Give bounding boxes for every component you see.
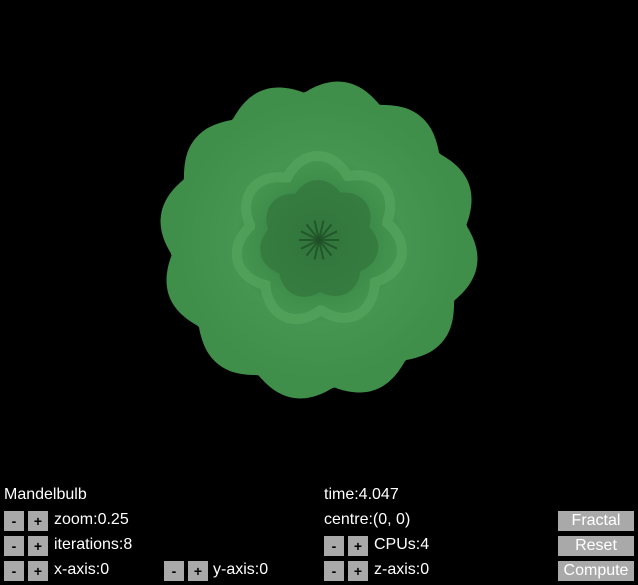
- zoom-increase-button[interactable]: +: [28, 511, 48, 531]
- iterations-readout: iterations:8: [54, 536, 132, 554]
- zoom-decrease-button[interactable]: -: [4, 511, 24, 531]
- z-axis-decrease-button[interactable]: -: [324, 561, 344, 581]
- centre-readout: centre:(0, 0): [324, 511, 410, 529]
- y-axis-increase-button[interactable]: +: [188, 561, 208, 581]
- iterations-decrease-button[interactable]: -: [4, 536, 24, 556]
- iterations-label: iterations:: [54, 536, 124, 553]
- centre-label: centre:: [324, 511, 373, 528]
- fractal-button[interactable]: Fractal: [558, 511, 634, 531]
- x-axis-label: x-axis:: [54, 561, 101, 578]
- y-axis-decrease-button[interactable]: -: [164, 561, 184, 581]
- y-axis-label: y-axis:: [213, 561, 260, 578]
- cpus-label: CPUs:: [374, 536, 421, 553]
- mandelbulb-render: [160, 81, 478, 399]
- time-value: 4.047: [358, 486, 399, 503]
- cpus-increase-button[interactable]: +: [348, 536, 368, 556]
- zoom-value: 0.25: [97, 511, 129, 528]
- fractal-canvas[interactable]: [0, 0, 638, 480]
- compute-button[interactable]: Compute: [558, 561, 634, 581]
- z-axis-increase-button[interactable]: +: [348, 561, 368, 581]
- centre-value: (0, 0): [372, 511, 411, 528]
- y-axis-value: 0: [259, 561, 269, 578]
- y-axis-readout: y-axis:0: [213, 561, 268, 579]
- bulb-star-ray: [305, 223, 333, 257]
- x-axis-decrease-button[interactable]: -: [4, 561, 24, 581]
- time-readout: time:4.047: [324, 486, 399, 504]
- cpus-decrease-button[interactable]: -: [324, 536, 344, 556]
- reset-button[interactable]: Reset: [558, 536, 634, 556]
- zoom-readout: zoom:0.25: [54, 511, 129, 529]
- z-axis-label: z-axis:: [374, 561, 421, 578]
- iterations-value: 8: [123, 536, 133, 553]
- iterations-increase-button[interactable]: +: [28, 536, 48, 556]
- bulb-ring: [231, 150, 407, 325]
- mandelbulb-shape: [160, 81, 478, 399]
- cpus-readout: CPUs:4: [374, 536, 429, 554]
- zoom-label: zoom:: [54, 511, 98, 528]
- x-axis-readout: x-axis:0: [54, 561, 109, 579]
- x-axis-increase-button[interactable]: +: [28, 561, 48, 581]
- time-label: time:: [324, 486, 359, 503]
- cpus-value: 4: [420, 536, 430, 553]
- z-axis-value: 0: [420, 561, 430, 578]
- z-axis-readout: z-axis:0: [374, 561, 429, 579]
- x-axis-value: 0: [100, 561, 110, 578]
- fractal-name: Mandelbulb: [4, 486, 87, 503]
